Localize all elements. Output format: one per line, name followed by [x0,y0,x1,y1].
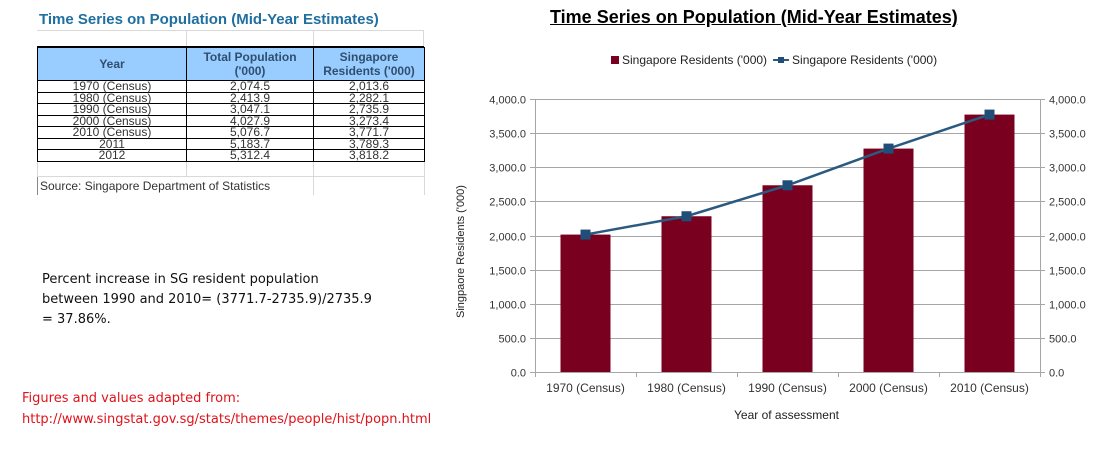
cell-year: 2010 (Census) [37,126,187,139]
data-table: Year Total Population ('000) Singapore R… [37,47,425,195]
y2-tick-label: 3,000.0 [1049,163,1086,175]
y-tick-label: 2,500.0 [489,197,526,209]
y2-tick-label: 4,000.0 [1049,95,1086,107]
header-singapore-residents: Singapore Residents ('000) [313,47,425,81]
bar [863,148,914,372]
line-marker [782,180,793,191]
source-credit: Figures and values adapted from: http://… [22,388,431,430]
chart-title: Time Series on Population (Mid-Year Esti… [550,7,958,27]
header-total-population: Total Population ('000) [186,47,314,81]
table-source: Source: Singapore Department of Statisti… [37,176,314,195]
table-row: 2012 5,312.4 3,818.2 [37,149,425,162]
credit-url: http://www.singstat.gov.sg/stats/themes/… [22,412,432,427]
chart-legend: Singapore Residents ('000) Singapore Res… [611,53,937,67]
y-tick-label: 1,000.0 [489,300,526,312]
y2-tick-label: 0.0 [1049,368,1064,380]
y-tick-label: 0.0 [511,368,526,380]
table-blank-row [37,160,425,177]
x-tick-label: 2000 (Census) [849,381,928,395]
line-series [580,109,995,240]
cell-residents: 3,771.7 [313,126,425,139]
bar-swatch-icon [611,56,619,64]
y2-tick-label: 500.0 [1049,334,1077,346]
table-row: 2000 (Census) 4,027.9 3,273.4 [37,114,425,127]
y-tick-label: 500.0 [498,334,526,346]
y-tick-label: 3,500.0 [489,129,526,141]
y-axis-label: Singpaore Residents ('000) [455,185,467,318]
y-tick-label: 2,000.0 [489,232,526,244]
bar [964,114,1015,372]
table-row: 2011 5,183.7 3,789.3 [37,137,425,150]
y2-tick-label: 3,500.0 [1049,129,1086,141]
table-title: Time Series on Population (Mid-Year Esti… [37,9,424,31]
y-tick-label: 1,500.0 [489,266,526,278]
cell-total: 5,076.7 [186,126,314,139]
x-tick-label: 1980 (Census) [647,381,726,395]
legend-item-bar: Singapore Residents ('000) [611,53,767,67]
legend-label: Singapore Residents ('000) [622,53,768,67]
line-marker [883,143,894,154]
line-marker [681,211,692,222]
note-line: Percent increase in SG resident populati… [42,272,319,287]
x-tick-label: 1990 (Census) [748,381,827,395]
header-year: Year [37,47,187,81]
credit-line: Figures and values adapted from: [22,391,241,406]
blank-cell [313,160,425,177]
note-line: = 37.86%. [42,312,111,327]
table-source-row: Source: Singapore Department of Statisti… [37,176,425,195]
legend-label: Singapore Residents ('000) [792,53,938,67]
note-line: between 1990 and 2010= (3771.7-2735.9)/2… [42,292,372,307]
y2-tick-label: 2,000.0 [1049,232,1086,244]
axes: 0.0 0.0 500.0 500.0 1,000.0 1,000.0 1,500.0 1,5… [489,95,1085,396]
line-marker [580,229,591,240]
table-header-row: Year Total Population ('000) Singapore R… [37,47,425,81]
gridline [186,31,187,46]
x-axis-label: Year of assessment [734,408,839,422]
bar [661,216,712,372]
table-blank-row [37,31,424,47]
gridline [313,31,314,46]
y2-tick-label: 1,000.0 [1049,300,1086,312]
cell-residents: 3,789.3 [313,137,425,150]
population-table: Time Series on Population (Mid-Year Esti… [37,9,425,195]
gridline [423,31,424,46]
blank-cell [313,176,425,195]
bar [560,234,611,372]
y2-tick-label: 1,500.0 [1049,266,1086,278]
y-tick-label: 3,000.0 [489,163,526,175]
x-tick-label: 1970 (Census) [546,381,625,395]
percent-increase-note: Percent increase in SG resident populati… [42,270,462,330]
line-marker-swatch-icon [773,56,790,64]
bar [762,185,813,372]
table-row: 1990 (Census) 3,047.1 2,735.9 [37,103,425,116]
legend-item-line: Singapore Residents ('000) [773,53,937,67]
x-tick-label: 2010 (Census) [950,381,1029,395]
y-tick-label: 4,000.0 [489,95,526,107]
bar-series [560,114,1015,372]
table-row: 2010 (Census) 5,076.7 3,771.7 [37,126,425,139]
y2-tick-label: 2,500.0 [1049,197,1086,209]
table-row: 1980 (Census) 2,413.9 2,282.1 [37,91,425,104]
line-marker [984,109,995,120]
